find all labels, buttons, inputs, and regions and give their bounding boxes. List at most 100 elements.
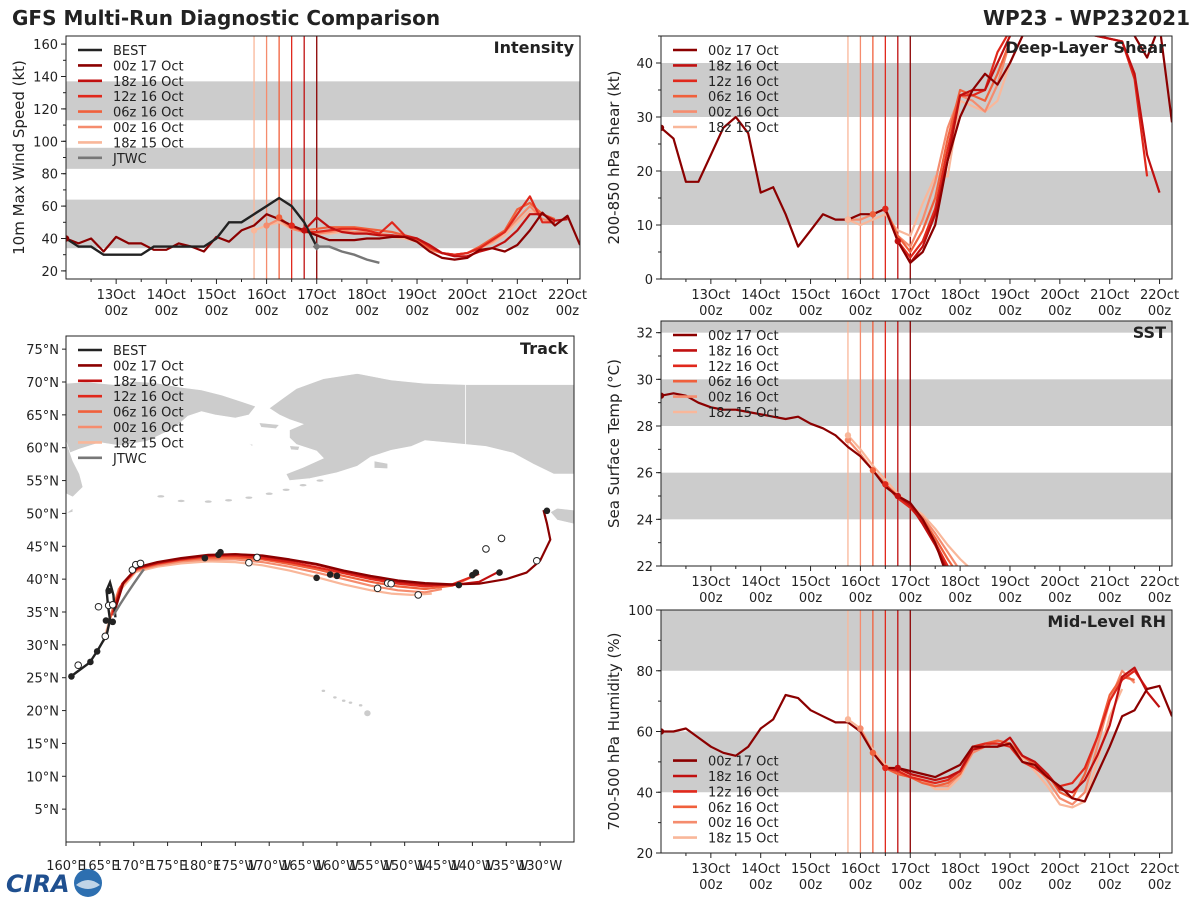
logo-text: CIRA (6, 870, 70, 898)
land-aleutian-island (225, 499, 233, 502)
shear-xtick-day: 16Oct (841, 288, 880, 303)
track-lon-label: 170°E (114, 859, 154, 874)
shear-xtick-day: 19Oct (990, 288, 1029, 303)
intensity-xtick-day: 13Oct (97, 288, 136, 303)
intensity-shade-band (66, 147, 580, 169)
track-legend-label: 06z 16 Oct (113, 406, 184, 421)
track-title: Track (520, 339, 568, 358)
shear-xtick-hour: 00z (1148, 304, 1172, 319)
track-position-marker-open (497, 534, 506, 543)
rh-xtick-hour: 00z (1048, 878, 1072, 893)
land-alaska (268, 373, 574, 481)
shear-series-06z-16-oct (872, 41, 1012, 254)
track-lon-label: 155°W (349, 859, 393, 874)
rh-series-18z-16-oct (897, 666, 1161, 794)
intensity-shade-band (66, 81, 580, 121)
sst-legend-label: 00z 17 Oct (708, 329, 779, 344)
rh-ytick-label: 20 (636, 847, 653, 862)
track-position-marker-filled (326, 571, 334, 578)
sst-legend-label: 18z 16 Oct (708, 344, 779, 359)
track-best-line (68, 578, 117, 679)
rh-init-dot (857, 725, 864, 732)
intensity-series-18z-16-oct (303, 213, 568, 258)
track-position-marker-filled (102, 617, 110, 624)
track-lon-label: 160°E (46, 859, 86, 874)
rh-init-dot (844, 716, 852, 723)
intensity-plot-area (66, 36, 580, 279)
track-position-marker-open (94, 602, 103, 611)
intensity-ytick-label: 120 (33, 103, 58, 118)
sst-init-dot (869, 467, 877, 474)
shear-xtick-hour: 00z (1098, 304, 1122, 319)
sst-xtick-hour: 00z (948, 591, 972, 606)
intensity-legend-label: BEST (113, 44, 146, 59)
sst-ytick-label: 22 (636, 560, 653, 575)
track-position-marker-open (532, 556, 541, 565)
sst-xtick-day: 16Oct (841, 575, 880, 590)
sst-legend-label: 06z 16 Oct (708, 375, 779, 390)
intensity-legend-label: 06z 16 Oct (113, 106, 184, 121)
shear-plot-area (661, 36, 1172, 279)
track-lat-label: 70°N (26, 376, 59, 391)
land-aleutian-island (316, 479, 324, 482)
track-position-marker-filled (217, 548, 224, 556)
sst-ytick-label: 30 (636, 373, 653, 388)
track-legend-label: BEST (113, 344, 146, 359)
track-lon-label: 150°W (383, 859, 427, 874)
rh-ytick-label: 100 (628, 604, 653, 619)
shear-legend-label: 18z 16 Oct (708, 59, 779, 74)
rh-init-dot (894, 764, 902, 772)
track-position-marker-open (414, 591, 423, 599)
track-position-marker-filled (543, 507, 551, 515)
sst-xtick-day: 15Oct (791, 575, 830, 590)
land-hawaiian-island (364, 710, 371, 717)
sst-panel: 22242628303213Oct00z14Oct00z15Oct00z16Oc… (605, 320, 1179, 606)
shear-xtick-day: 15Oct (791, 288, 830, 303)
sst-xtick-hour: 00z (899, 591, 923, 606)
intensity-init-dot (250, 227, 258, 234)
rh-shade-band (661, 610, 1172, 671)
logo-swirl-icon (76, 880, 100, 889)
track-frame (65, 335, 575, 843)
track-lat-label: 45°N (26, 540, 59, 555)
track-position-marker-open (373, 584, 382, 593)
shear-xtick-hour: 00z (998, 304, 1022, 319)
track-position-marker-open (482, 545, 490, 553)
land-st_lawrence (258, 422, 280, 430)
track-lat-label: 55°N (26, 475, 59, 490)
track-position-marker-open (101, 632, 110, 641)
sst-xtick-hour: 00z (998, 591, 1022, 606)
track-lat-label: 25°N (26, 672, 59, 687)
rh-legend-label: 12z 16 Oct (708, 785, 779, 800)
track-legend-label: 00z 17 Oct (113, 359, 184, 374)
sst-xtick-day: 18Oct (941, 575, 980, 590)
rh-xtick-hour: 00z (799, 878, 823, 893)
land-aleutian-island (157, 495, 165, 498)
track-lon-label: 130°W (518, 859, 562, 874)
shear-legend-label: 00z 16 Oct (708, 106, 779, 121)
track-lat-label: 35°N (26, 606, 59, 621)
intensity-jtwc-line (316, 245, 380, 264)
track-lon-label: 170°W (247, 859, 291, 874)
intensity-init-dot (300, 227, 308, 234)
track-series-00z-17-oct (114, 509, 552, 610)
shear-series-18z-16-oct (896, 36, 1161, 264)
track-lat-label: 20°N (26, 705, 59, 720)
rh-xtick-hour: 00z (998, 878, 1022, 893)
alaska-canada-border (465, 384, 514, 458)
intensity-ytick-label: 140 (33, 71, 58, 86)
sst-xtick-day: 21Oct (1090, 575, 1129, 590)
track-position-marker-filled (68, 673, 75, 680)
intensity-ylabel: 10m Max Wind Speed (kt) (10, 60, 28, 255)
sst-xtick-hour: 00z (749, 591, 773, 606)
intensity-xtick-day: 14Oct (147, 288, 186, 303)
track-legend-label: 18z 15 Oct (113, 436, 184, 451)
track-lat-label: 50°N (26, 507, 59, 522)
rh-ytick-label: 60 (636, 726, 653, 741)
land-nunivak (289, 445, 301, 451)
rh-xtick-hour: 00z (699, 878, 723, 893)
land-hawaiian-island (333, 696, 337, 699)
